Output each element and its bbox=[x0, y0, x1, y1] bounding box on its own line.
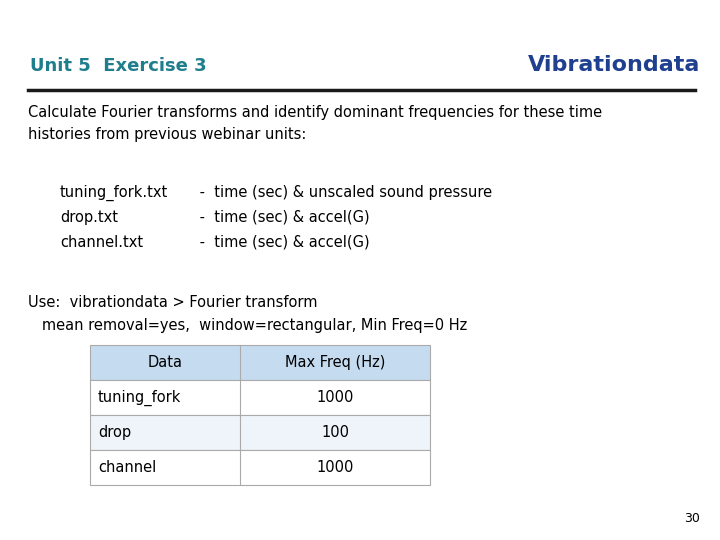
Text: tuning_fork: tuning_fork bbox=[98, 389, 181, 406]
Text: 1000: 1000 bbox=[316, 460, 354, 475]
Text: Vibrationdata: Vibrationdata bbox=[528, 55, 700, 75]
Text: -  time (sec) & unscaled sound pressure: - time (sec) & unscaled sound pressure bbox=[195, 185, 492, 200]
FancyBboxPatch shape bbox=[90, 450, 430, 485]
Text: channel.txt: channel.txt bbox=[60, 235, 143, 250]
Text: Use:  vibrationdata > Fourier transform: Use: vibrationdata > Fourier transform bbox=[28, 295, 318, 310]
Text: mean removal=yes,  window=rectangular, Min Freq=0 Hz: mean removal=yes, window=rectangular, Mi… bbox=[28, 318, 467, 333]
Text: -  time (sec) & accel(G): - time (sec) & accel(G) bbox=[195, 235, 369, 250]
Text: 30: 30 bbox=[684, 512, 700, 525]
Text: tuning_fork.txt: tuning_fork.txt bbox=[60, 185, 168, 201]
Text: 1000: 1000 bbox=[316, 390, 354, 405]
Text: drop.txt: drop.txt bbox=[60, 210, 118, 225]
Text: channel: channel bbox=[98, 460, 156, 475]
Text: Calculate Fourier transforms and identify dominant frequencies for these time
hi: Calculate Fourier transforms and identif… bbox=[28, 105, 602, 142]
Text: 100: 100 bbox=[321, 425, 349, 440]
Text: Data: Data bbox=[148, 355, 182, 370]
FancyBboxPatch shape bbox=[90, 415, 430, 450]
Text: -  time (sec) & accel(G): - time (sec) & accel(G) bbox=[195, 210, 369, 225]
Text: Unit 5  Exercise 3: Unit 5 Exercise 3 bbox=[30, 57, 207, 75]
FancyBboxPatch shape bbox=[90, 380, 430, 415]
Text: Max Freq (Hz): Max Freq (Hz) bbox=[285, 355, 385, 370]
Text: drop: drop bbox=[98, 425, 131, 440]
FancyBboxPatch shape bbox=[90, 345, 430, 380]
